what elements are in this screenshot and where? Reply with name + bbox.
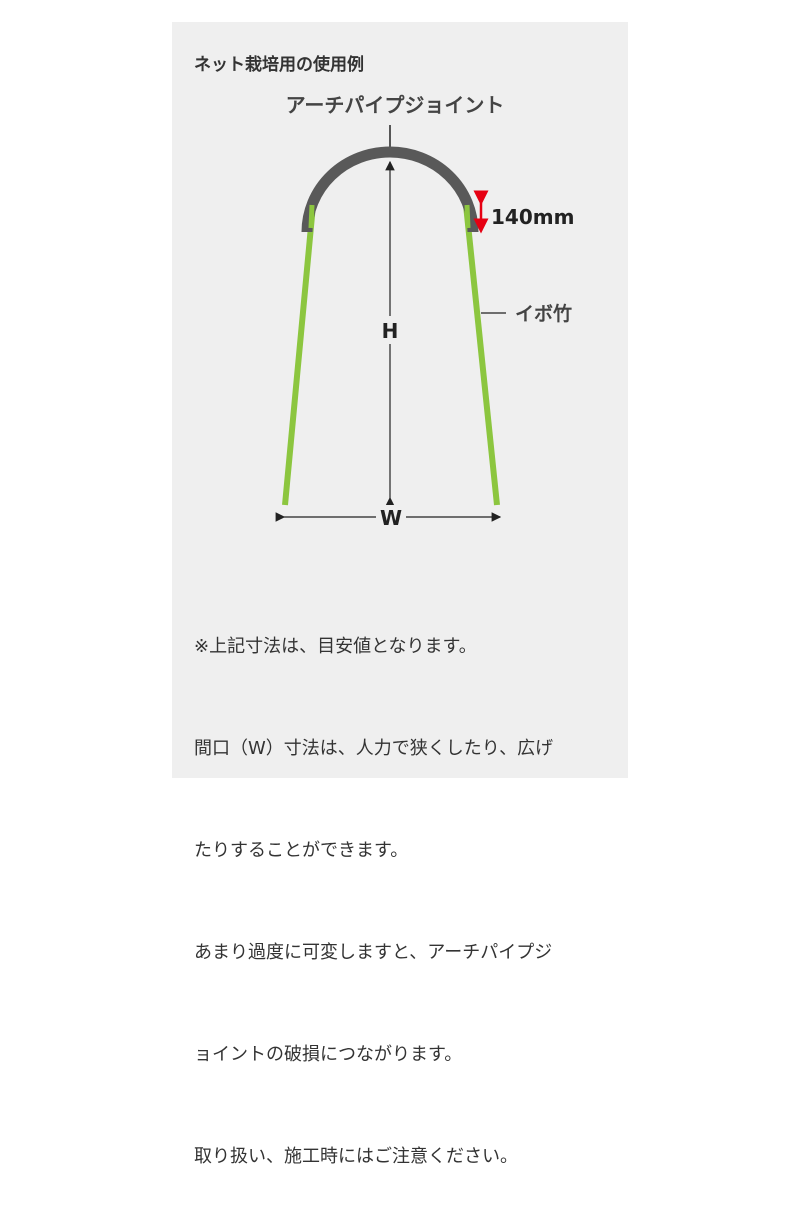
note-line: あまり過度に可変しますと、アーチパイプジ (194, 942, 553, 963)
note-line: たりすることができます。 (194, 840, 409, 861)
note-line: 間口（W）寸法は、人力で狭くしたり、広げ (194, 738, 554, 759)
arch-diagram: アーチパイプジョイント H W 140mm イボ竹 (275, 93, 574, 531)
width-label: W (380, 506, 402, 530)
note-line: 取り扱い、施工時にはご注意ください。 (194, 1146, 518, 1167)
right-pole (463, 204, 500, 506)
right-pole-overlap (464, 204, 471, 229)
pole-label: イボ竹 (515, 302, 572, 325)
left-pole-overlap (308, 204, 315, 229)
overlap-label: 140mm (491, 205, 574, 229)
left-pole (282, 204, 316, 506)
height-label: H (382, 319, 399, 343)
notes: ※上記寸法は、目安値となります。 間口（W）寸法は、人力で狭くしたり、広げ たり… (194, 562, 553, 1208)
note-line: ョイントの破損につながります。 (194, 1044, 463, 1065)
section-title: ネット栽培用の使用例 (194, 55, 364, 75)
note-line: ※上記寸法は、目安値となります。 (194, 636, 477, 657)
joint-label: アーチパイプジョイント (286, 93, 505, 117)
arch-joint (301, 146, 479, 233)
